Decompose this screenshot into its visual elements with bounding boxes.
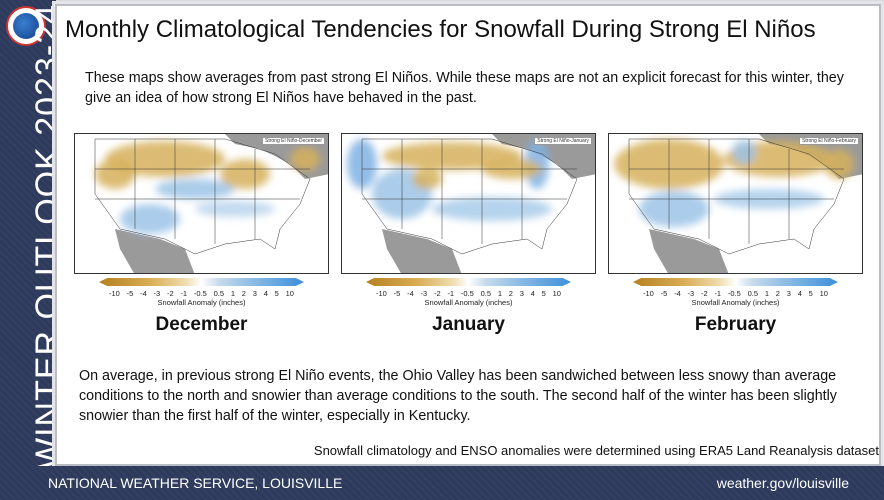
footer-link[interactable]: weather.gov/louisville <box>716 475 849 491</box>
mexico-landmass <box>649 229 729 273</box>
colorbar-tick: -4 <box>407 289 414 298</box>
colorbar-ticks: -10 -5 -4 -3 -2 -1 -0.5 0.5 1 2 3 4 5 10 <box>99 289 304 298</box>
colorbar-tick: 0.5 <box>480 289 492 298</box>
colorbar <box>633 278 838 286</box>
colorbar <box>366 278 571 286</box>
mexico-landmass <box>382 229 462 273</box>
colorbar-tick: -1 <box>447 289 455 298</box>
colorbar-tick: -3 <box>420 289 428 298</box>
colorbar-tick: -3 <box>153 289 161 298</box>
colorbar-label: Snowfall Anomaly (inches) <box>424 298 513 307</box>
colorbar-tick: 1 <box>764 289 769 298</box>
sidebar: WINTER OUTLOOK 2023-24 <box>0 0 67 500</box>
anomaly-region <box>824 149 854 179</box>
colorbar-tick: 3 <box>786 289 791 298</box>
colorbar-tick: -4 <box>674 289 681 298</box>
summary-text: On average, in previous strong El Niño e… <box>79 368 837 424</box>
mexico-landmass <box>115 229 195 273</box>
nws-logo-icon <box>6 6 46 46</box>
colorbar-tick: 1 <box>230 289 235 298</box>
anomaly-region <box>639 191 709 227</box>
colorbar-tick: 2 <box>241 289 246 298</box>
colorbar-tick: -5 <box>126 289 134 298</box>
colorbar-ticks: -10 -5 -4 -3 -2 -1 -0.5 0.5 1 2 3 4 5 10 <box>366 289 571 298</box>
map-tag: Strong El Niño-February <box>799 137 859 145</box>
colorbar-tick: -10 <box>376 289 387 298</box>
colorbar-tick: 10 <box>552 289 561 298</box>
anomaly-region <box>95 159 135 189</box>
colorbar-tick: -5 <box>660 289 668 298</box>
colorbar-tick: -0.5 <box>460 289 474 298</box>
anomaly-region <box>412 169 442 189</box>
content-panel: Monthly Climatological Tendencies for Sn… <box>55 4 881 466</box>
colorbar-tick: -0.5 <box>193 289 207 298</box>
colorbar-ticks: -10 -5 -4 -3 -2 -1 -0.5 0.5 1 2 3 4 5 10 <box>633 289 838 298</box>
anomaly-region <box>195 201 275 217</box>
map-month-label: December <box>155 314 248 335</box>
map-tag: Strong El Niño-December <box>262 137 325 145</box>
colorbar-tick: 2 <box>508 289 513 298</box>
anomaly-region <box>220 159 270 189</box>
colorbar-tick: -2 <box>700 289 708 298</box>
state-borders <box>628 138 845 255</box>
source-note: Snowfall climatology and ENSO anomalies … <box>313 443 879 458</box>
page-title: Monthly Climatological Tendencies for Sn… <box>65 16 816 43</box>
state-borders <box>94 138 311 255</box>
anomaly-region <box>155 179 235 199</box>
colorbar-tick: 10 <box>285 289 294 298</box>
snowfall-map-january: Strong El Niño-January <box>341 133 596 274</box>
colorbar-tick: -0.5 <box>727 289 741 298</box>
colorbar-tick: 10 <box>819 289 828 298</box>
colorbar-tick: -2 <box>166 289 174 298</box>
colorbar-tick: 5 <box>541 289 546 298</box>
colorbar-tick: 3 <box>252 289 257 298</box>
anomaly-region <box>290 147 320 171</box>
colorbar-tick: 0.5 <box>747 289 759 298</box>
anomaly-region <box>432 197 552 221</box>
colorbar-tick: 4 <box>530 289 535 298</box>
footer-office: NATIONAL WEATHER SERVICE, LOUISVILLE <box>48 475 343 491</box>
colorbar <box>99 278 304 286</box>
colorbar-tick: -4 <box>140 289 147 298</box>
colorbar-tick: 0.5 <box>213 289 225 298</box>
colorbar-tick: 4 <box>263 289 268 298</box>
map-month-label: February <box>694 314 777 335</box>
anomaly-region <box>382 142 522 170</box>
colorbar-tick: -3 <box>687 289 695 298</box>
colorbar-tick: -10 <box>109 289 120 298</box>
colorbar-tick: -10 <box>643 289 654 298</box>
colorbar-tick: 5 <box>808 289 813 298</box>
anomaly-region <box>120 204 180 234</box>
anomaly-region <box>732 140 756 164</box>
colorbar-tick: 2 <box>775 289 780 298</box>
intro-text: These maps show averages from past stron… <box>85 70 844 106</box>
state-borders <box>361 138 578 255</box>
footer: NATIONAL WEATHER SERVICE, LOUISVILLE wea… <box>0 466 884 500</box>
map-month-label: January <box>432 314 505 335</box>
snowfall-map-december: Strong El Niño-December <box>74 133 329 274</box>
colorbar-label: Snowfall Anomaly (inches) <box>157 298 246 307</box>
snowfall-map-february: Strong El Niño-February <box>608 133 863 274</box>
colorbar-label: Snowfall Anomaly (inches) <box>691 298 780 307</box>
colorbar-tick: -5 <box>393 289 401 298</box>
colorbar-tick: 5 <box>274 289 279 298</box>
colorbar-tick: 4 <box>797 289 802 298</box>
colorbar-tick: -1 <box>714 289 722 298</box>
colorbar-tick: 3 <box>519 289 524 298</box>
colorbar-tick: -2 <box>433 289 441 298</box>
colorbar-tick: -1 <box>180 289 188 298</box>
colorbar-tick: 1 <box>497 289 502 298</box>
map-tag: Strong El Niño-January <box>534 137 592 145</box>
